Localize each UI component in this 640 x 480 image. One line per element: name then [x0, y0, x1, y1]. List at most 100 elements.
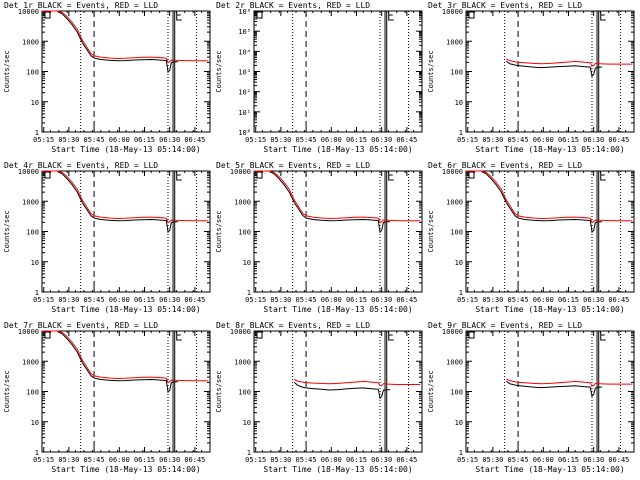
flare-flag-right: [176, 12, 182, 21]
x-tick-label: 05:15: [33, 296, 54, 304]
y-tick-label: 10000: [18, 328, 39, 336]
y-tick-label: 1000: [446, 358, 463, 366]
x-tick-label: 06:15: [346, 456, 367, 464]
y-tick-label: 100: [450, 229, 463, 237]
plot-frame: [465, 10, 635, 133]
y-tick-label: 100: [238, 389, 251, 397]
events-series-line: [42, 10, 179, 74]
y-axis-label: Counts/sec: [215, 50, 223, 92]
x-tick-label: 06:45: [396, 456, 417, 464]
panel-title: Det 6r BLACK = Events, RED = LLD: [428, 161, 582, 170]
x-tick-label: 05:45: [296, 456, 317, 464]
x-tick-label: 06:45: [184, 136, 205, 144]
x-tick-label: 05:15: [245, 456, 266, 464]
plot-frame: [253, 10, 423, 133]
x-tick-label: 06:15: [134, 456, 155, 464]
x-axis-label: Start Time (18-May-13 05:14:00): [263, 145, 412, 154]
x-tick-label: 05:30: [270, 296, 291, 304]
x-tick-label: 06:45: [396, 296, 417, 304]
x-tick-label: 06:45: [184, 456, 205, 464]
lld-series-line: [506, 378, 633, 387]
detector-panel-5: Det 5r BLACK = Events, RED = LLD 1 10 100 10…: [215, 161, 423, 314]
y-tick-label: 100: [26, 389, 39, 397]
y-tick-label: 1: [35, 129, 39, 137]
detector-panel-4: Det 4r BLACK = Events, RED = LLD 1 10 100 10…: [3, 161, 211, 314]
x-tick-label: 05:45: [84, 456, 105, 464]
plot-frame: [465, 330, 635, 453]
y-tick-label: 100: [26, 229, 39, 237]
x-tick-label: 06:45: [608, 296, 629, 304]
events-series-line: [42, 170, 179, 234]
x-tick-label: 06:30: [159, 456, 180, 464]
x-axis-label: Start Time (18-May-13 05:14:00): [51, 465, 200, 474]
y-tick-label: 10: [243, 419, 251, 427]
flare-flag-right: [600, 172, 606, 181]
flare-flag-right: [388, 172, 394, 181]
flare-flag-left: [468, 331, 475, 339]
panel-title: Det 9r BLACK = Events, RED = LLD: [428, 321, 582, 330]
x-tick-label: 05:15: [245, 296, 266, 304]
panel-title: Det 2r BLACK = Events, RED = LLD: [216, 1, 370, 10]
x-axis-label: Start Time (18-May-13 05:14:00): [263, 305, 412, 314]
x-tick-label: 06:30: [583, 456, 604, 464]
y-tick-label: 10: [31, 259, 39, 267]
x-tick-label: 06:30: [583, 296, 604, 304]
y-tick-label: 10: [455, 99, 463, 107]
y-tick-label: 10000: [230, 168, 251, 176]
events-series-line: [42, 330, 179, 394]
x-tick-label: 06:45: [608, 136, 629, 144]
y-tick-label: 1: [35, 449, 39, 457]
x-tick-label: 06:30: [371, 456, 392, 464]
lld-series-line: [466, 170, 633, 224]
x-tick-label: 06:15: [134, 296, 155, 304]
x-tick-label: 05:45: [508, 136, 529, 144]
x-tick-label: 05:15: [457, 136, 478, 144]
x-tick-label: 06:00: [109, 296, 130, 304]
x-tick-label: 05:15: [33, 456, 54, 464]
x-tick-label: 06:00: [321, 296, 342, 304]
y-tick-label: 1: [35, 289, 39, 297]
lld-series-line: [506, 58, 633, 67]
y-tick-label: 10°: [238, 129, 251, 137]
x-tick-label: 05:30: [58, 456, 79, 464]
flare-flag-left: [256, 331, 263, 339]
flare-flag-right: [176, 172, 182, 181]
y-tick-label: 10000: [442, 328, 463, 336]
y-tick-label: 10: [455, 259, 463, 267]
events-series-line: [466, 170, 603, 234]
y-tick-label: 1000: [446, 38, 463, 46]
detector-panel-8: Det 8r BLACK = Events, RED = LLD 1 10 100 10…: [215, 321, 423, 474]
x-tick-label: 06:00: [109, 456, 130, 464]
x-tick-label: 06:15: [346, 296, 367, 304]
plot-frame: [253, 170, 423, 293]
y-tick-label: 10000: [230, 328, 251, 336]
flare-flag-left: [44, 331, 51, 339]
flare-flag-right: [388, 12, 394, 21]
panel-title: Det 1r BLACK = Events, RED = LLD: [4, 1, 158, 10]
flare-flag-left: [468, 171, 475, 179]
x-tick-label: 06:45: [184, 296, 205, 304]
x-tick-label: 05:45: [84, 296, 105, 304]
y-axis-label: Counts/sec: [3, 210, 11, 252]
plot-frame: [41, 170, 211, 293]
x-tick-label: 06:30: [583, 136, 604, 144]
flare-flag-left: [256, 11, 263, 19]
x-tick-label: 05:15: [33, 136, 54, 144]
y-axis-label: Counts/sec: [3, 50, 11, 92]
x-tick-label: 05:30: [58, 296, 79, 304]
panel-title: Det 4r BLACK = Events, RED = LLD: [4, 161, 158, 170]
y-tick-label: 1: [247, 449, 251, 457]
lld-series-line: [42, 170, 209, 224]
detector-panel-9: Det 9r BLACK = Events, RED = LLD 1 10 100 10…: [427, 321, 635, 474]
panel-title: Det 3r BLACK = Events, RED = LLD: [428, 1, 582, 10]
x-tick-label: 05:30: [270, 456, 291, 464]
x-tick-label: 05:30: [482, 136, 503, 144]
y-tick-label: 10: [31, 419, 39, 427]
plot-frame: [465, 170, 635, 293]
y-tick-label: 100: [26, 69, 39, 77]
panel-title: Det 5r BLACK = Events, RED = LLD: [216, 161, 370, 170]
x-tick-label: 06:15: [558, 136, 579, 144]
y-tick-label: 10000: [442, 168, 463, 176]
flare-flag-right: [600, 12, 606, 21]
y-tick-label: 10⁵: [238, 28, 251, 36]
